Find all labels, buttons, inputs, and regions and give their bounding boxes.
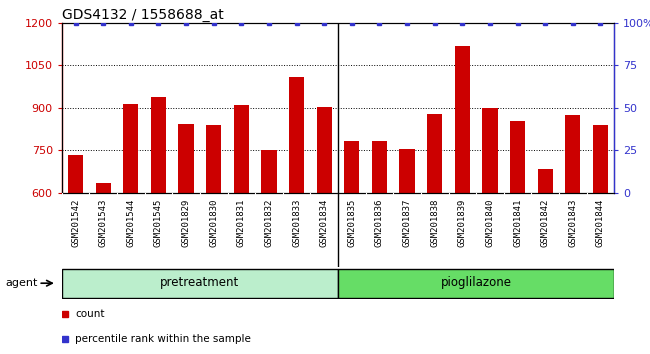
Bar [372,141,387,193]
Text: GSM201840: GSM201840 [486,199,495,247]
Bar [124,104,138,193]
Bar [338,269,614,297]
Bar [400,149,415,193]
Text: pioglilazone: pioglilazone [441,276,512,289]
Text: GSM201829: GSM201829 [181,199,190,247]
Text: GSM201843: GSM201843 [568,199,577,247]
Bar [593,125,608,193]
Text: GSM201834: GSM201834 [320,199,329,247]
Text: GSM201837: GSM201837 [402,199,411,247]
Bar [206,125,221,193]
Text: GSM201833: GSM201833 [292,199,301,247]
Text: percentile rank within the sample: percentile rank within the sample [75,334,251,344]
Text: GSM201832: GSM201832 [265,199,274,247]
Bar [427,114,442,193]
Bar [151,97,166,193]
Bar [68,155,83,193]
Bar [510,121,525,193]
Text: GSM201842: GSM201842 [541,199,550,247]
Bar [344,141,359,193]
Text: GSM201830: GSM201830 [209,199,218,247]
Text: GSM201545: GSM201545 [154,199,163,247]
Bar [455,46,470,193]
Text: GSM201835: GSM201835 [347,199,356,247]
Bar [317,107,332,193]
Text: GSM201543: GSM201543 [99,199,108,247]
Text: count: count [75,308,105,319]
Text: GSM201841: GSM201841 [513,199,522,247]
Text: GSM201844: GSM201844 [596,199,605,247]
Bar [62,269,338,297]
Bar [482,108,497,193]
Text: GSM201836: GSM201836 [375,199,384,247]
Text: GDS4132 / 1558688_at: GDS4132 / 1558688_at [62,8,224,22]
Bar [96,183,111,193]
Text: GSM201839: GSM201839 [458,199,467,247]
Text: GSM201542: GSM201542 [71,199,80,247]
Text: GSM201831: GSM201831 [237,199,246,247]
Text: agent: agent [5,278,37,287]
Bar [566,115,580,193]
Bar [261,150,276,193]
Text: GSM201544: GSM201544 [126,199,135,247]
Text: pretreatment: pretreatment [161,276,239,289]
Bar [289,77,304,193]
Bar [234,105,249,193]
Bar [538,169,552,193]
Bar [179,124,194,193]
Text: GSM201838: GSM201838 [430,199,439,247]
